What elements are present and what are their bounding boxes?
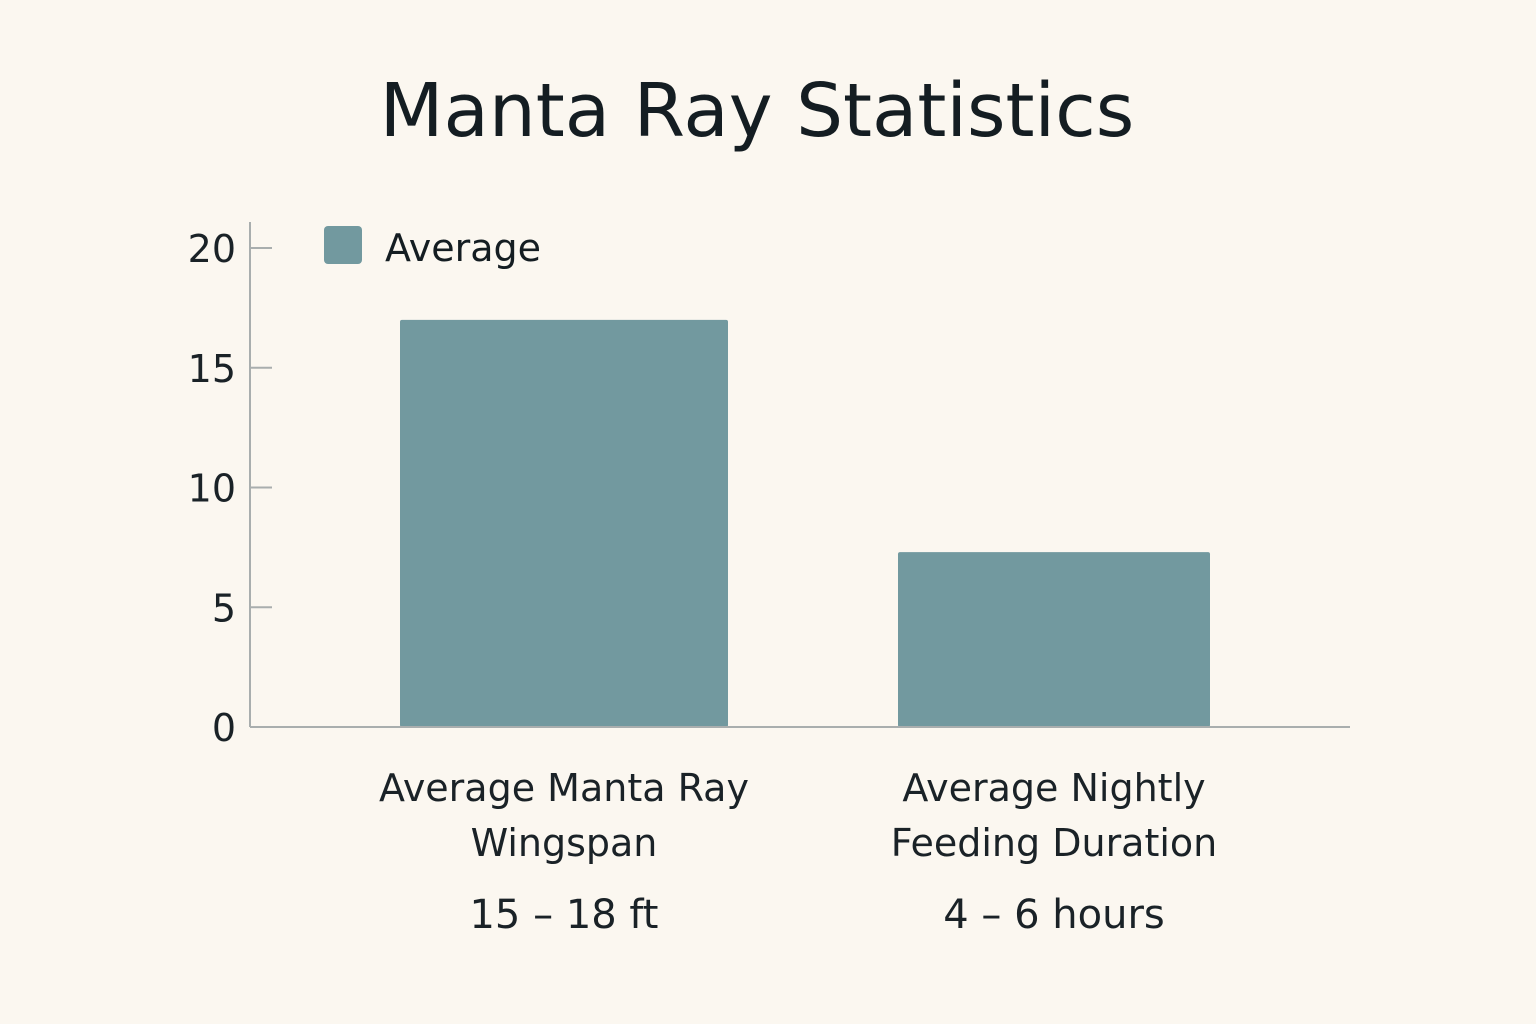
value-label: 15 – 18 ft	[469, 892, 658, 938]
bars	[400, 319, 1210, 727]
y-axis: 0 5 10 15 20	[188, 222, 272, 750]
category-label: Wingspan	[471, 821, 658, 865]
y-tick-label: 15	[188, 347, 236, 391]
y-tick-label: 5	[212, 586, 236, 630]
category-labels: Average Manta Ray Wingspan 15 – 18 ft Avera…	[379, 766, 1217, 938]
category-label: Average Manta Ray	[379, 766, 749, 810]
legend-swatch	[324, 226, 362, 264]
chart-title: Manta Ray Statistics	[380, 68, 1135, 154]
legend: Average	[324, 226, 541, 270]
legend-label: Average	[385, 226, 541, 270]
value-label: 4 – 6 hours	[943, 892, 1165, 938]
y-tick-label: 0	[212, 706, 236, 750]
category-label: Feeding Duration	[891, 821, 1218, 865]
y-tick-label: 20	[188, 227, 236, 271]
category-label: Average Nightly	[902, 766, 1205, 810]
y-tick-label: 10	[188, 467, 236, 511]
bar	[898, 552, 1210, 727]
bar	[400, 319, 728, 727]
